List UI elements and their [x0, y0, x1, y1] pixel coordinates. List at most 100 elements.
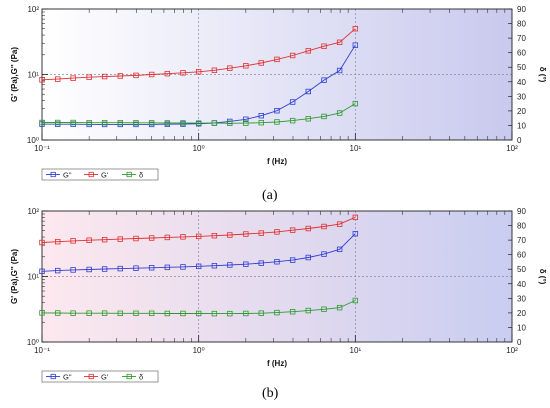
legend-label: G' [101, 373, 109, 382]
x-axis-label: f (Hz) [267, 157, 287, 166]
data-point [289, 52, 296, 59]
data-point [55, 267, 61, 274]
data-point [86, 237, 92, 243]
data-point [70, 238, 76, 244]
data-point [352, 214, 359, 221]
data-point [148, 71, 155, 78]
data-point [133, 120, 139, 126]
data-point [195, 310, 202, 317]
legend-marker [50, 171, 56, 178]
data-point [117, 119, 123, 126]
y2-tick-label: 70 [517, 34, 526, 43]
data-point [180, 310, 186, 317]
data-point [336, 67, 343, 74]
x-tick-label: 10¹ [350, 346, 362, 355]
data-point [321, 306, 327, 312]
y-tick-label: 10¹ [27, 71, 39, 80]
data-point [336, 39, 343, 46]
legend-marker [126, 171, 132, 178]
data-point [336, 304, 343, 311]
legend-box [41, 370, 159, 383]
data-point [243, 231, 249, 237]
legend-label: δ [139, 373, 143, 382]
data-point [164, 310, 171, 317]
data-point [274, 108, 280, 114]
data-point [117, 310, 123, 317]
data-point [305, 307, 312, 314]
data-point [258, 60, 264, 66]
y2-tick-label: 90 [517, 207, 526, 216]
data-point [227, 262, 233, 268]
y2-tick-label: 60 [517, 251, 526, 260]
data-point [305, 254, 312, 261]
data-point [133, 310, 139, 317]
legend-label: δ [139, 171, 143, 180]
data-point [352, 231, 359, 237]
caption-a: (a) [262, 188, 278, 203]
data-point [258, 112, 264, 119]
y2-tick-label: 30 [517, 92, 526, 101]
data-point [227, 310, 233, 317]
y-tick-label: 10¹ [27, 273, 39, 282]
data-point [321, 251, 327, 257]
data-point [55, 310, 61, 316]
x-tick-label: 10⁻¹ [34, 144, 50, 153]
data-point [243, 116, 249, 123]
legend-marker [50, 373, 56, 380]
data-point [86, 310, 92, 316]
x-tick-label: 10⁻¹ [34, 346, 50, 355]
data-point [164, 264, 171, 271]
data-point [336, 221, 343, 227]
legend-marker [126, 373, 132, 380]
data-point [289, 257, 296, 263]
data-point [336, 246, 343, 253]
y2-tick-label: 80 [517, 222, 526, 231]
data-point [101, 73, 108, 80]
data-point [39, 310, 45, 316]
data-point [258, 310, 264, 316]
data-point [243, 310, 249, 317]
y-tick-label: 10² [27, 5, 39, 14]
data-point [321, 113, 327, 120]
data-point [211, 310, 218, 317]
x-tick-label: 10¹ [350, 144, 362, 153]
data-point [133, 235, 139, 242]
data-point [117, 73, 123, 79]
data-point [227, 120, 233, 126]
y2-tick-label: 0 [517, 136, 522, 145]
data-point [180, 70, 186, 76]
data-point [164, 70, 171, 77]
x-tick-label: 10² [506, 346, 518, 355]
data-point [133, 265, 139, 271]
data-point [243, 63, 249, 69]
data-point [164, 234, 171, 241]
data-point [258, 230, 264, 236]
chart-a: 10⁻¹ 10⁰ 10¹ 10²10⁰10¹10²010203040506070809… [10, 5, 547, 181]
x-tick-label: 10⁰ [193, 346, 205, 355]
data-point [289, 227, 296, 233]
data-point [352, 26, 359, 32]
series-line [41, 233, 356, 272]
data-point [148, 120, 155, 126]
plot-area [42, 211, 512, 342]
data-point [274, 56, 280, 63]
y2-tick-label: 20 [517, 107, 526, 116]
data-point [70, 119, 76, 126]
data-point [321, 223, 327, 230]
x-tick-label: 10⁰ [193, 144, 205, 153]
data-point [101, 310, 108, 316]
data-point [305, 116, 312, 122]
data-point [289, 309, 296, 315]
data-point [289, 117, 296, 124]
y2-tick-label: 0 [517, 338, 522, 347]
data-point [117, 236, 123, 242]
y2-tick-label: 50 [517, 63, 526, 72]
data-point [195, 69, 202, 75]
data-point [211, 263, 218, 269]
series-line [41, 44, 356, 125]
y2-tick-label: 50 [517, 265, 526, 274]
data-point [148, 235, 155, 241]
data-point [274, 229, 280, 235]
y2-tick-label: 10 [517, 121, 526, 130]
